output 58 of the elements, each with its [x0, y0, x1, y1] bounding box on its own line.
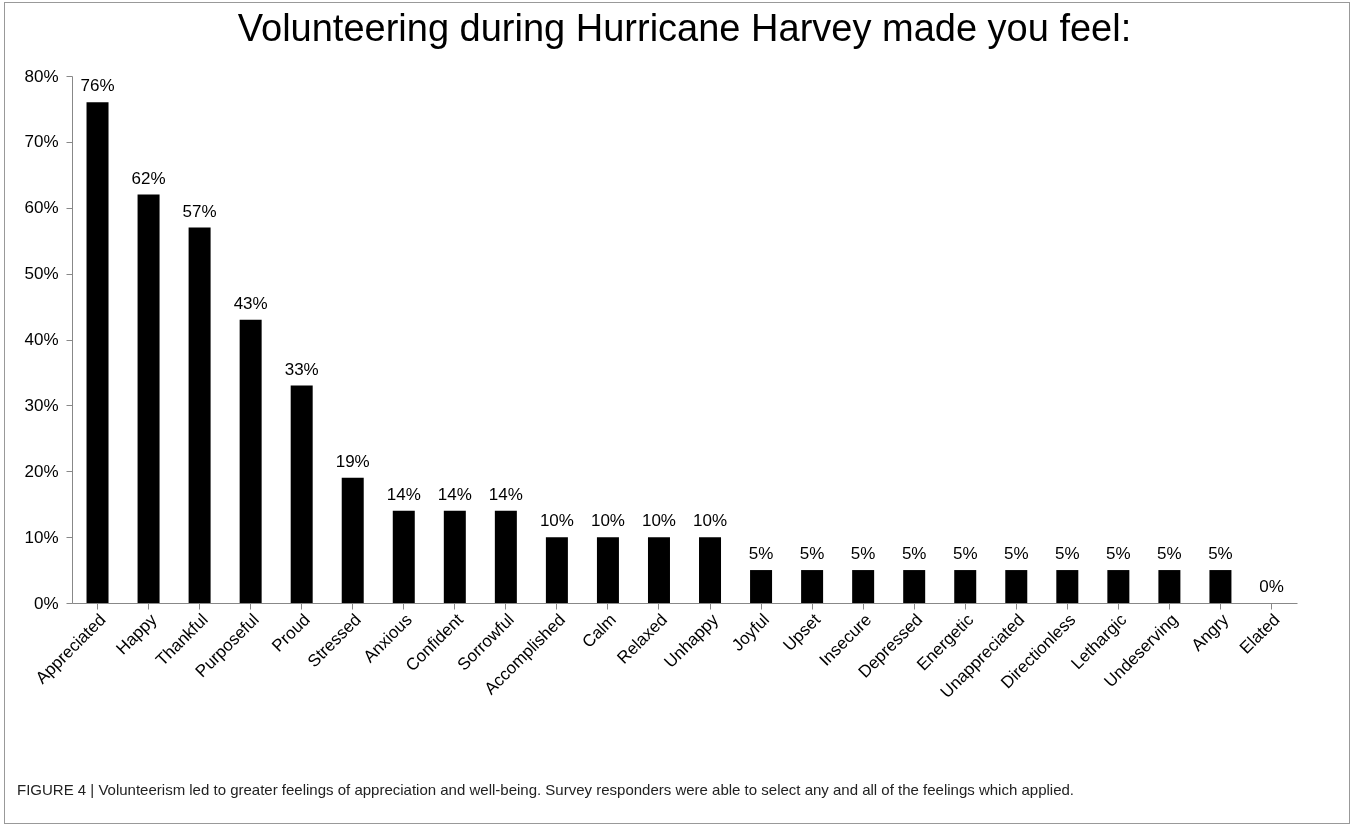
bar	[545, 537, 568, 603]
bar	[188, 227, 211, 603]
data-label: 57%	[182, 201, 217, 221]
bar	[290, 385, 313, 603]
bar	[596, 537, 619, 603]
bar	[903, 570, 926, 603]
y-tick-label: 10%	[24, 527, 59, 547]
bar	[392, 510, 415, 603]
data-label: 43%	[233, 293, 268, 313]
data-label: 76%	[80, 76, 115, 96]
bar	[1005, 570, 1028, 603]
bar	[801, 570, 824, 603]
data-label: 5%	[1208, 544, 1233, 564]
data-label: 14%	[437, 484, 472, 504]
y-tick-label: 80%	[24, 66, 59, 86]
bar	[750, 570, 773, 603]
data-label: 19%	[335, 451, 370, 471]
bar	[494, 510, 517, 603]
data-label: 5%	[850, 544, 876, 564]
data-label: 14%	[386, 484, 421, 504]
data-label: 0%	[1259, 577, 1284, 596]
y-tick-label: 30%	[24, 395, 59, 415]
chart-title: Volunteering during Hurricane Harvey made you feel:	[237, 7, 1132, 49]
bar	[137, 194, 160, 603]
bar	[1158, 570, 1181, 603]
bar	[852, 570, 875, 603]
bar	[86, 102, 109, 603]
bar	[239, 319, 262, 603]
data-label: 5%	[748, 544, 774, 564]
bar	[1209, 570, 1232, 603]
bar	[443, 510, 466, 603]
y-tick-label: 20%	[24, 461, 59, 481]
data-label: 5%	[952, 544, 978, 564]
data-label: 10%	[539, 511, 574, 531]
y-tick-label: 40%	[24, 330, 59, 349]
bar	[341, 477, 364, 603]
bar	[1107, 570, 1130, 603]
bar	[647, 537, 670, 603]
data-label: 10%	[641, 511, 676, 531]
data-label: 62%	[131, 168, 166, 188]
data-label: 10%	[590, 511, 625, 531]
data-label: 5%	[901, 544, 927, 564]
y-tick-label: 60%	[24, 198, 59, 218]
y-tick-label: 50%	[24, 264, 59, 284]
data-label: 5%	[1106, 544, 1131, 564]
data-label: 5%	[1003, 544, 1029, 564]
y-tick-label: 0%	[33, 593, 59, 613]
bar	[699, 537, 722, 603]
data-label: 5%	[1055, 544, 1080, 564]
bar	[1056, 570, 1079, 603]
y-tick-label: 70%	[24, 132, 59, 152]
data-label: 33%	[284, 359, 319, 379]
data-label: 14%	[488, 484, 523, 504]
bar	[954, 570, 977, 603]
data-label: 5%	[1157, 544, 1182, 564]
caption: FIGURE 4 | Volunteerism led to greater feelings of appreciation and well-being. Survey responders were able to select any and all of the feelings which applied.	[17, 781, 1074, 798]
data-label: 10%	[693, 511, 728, 531]
data-label: 5%	[799, 544, 825, 564]
